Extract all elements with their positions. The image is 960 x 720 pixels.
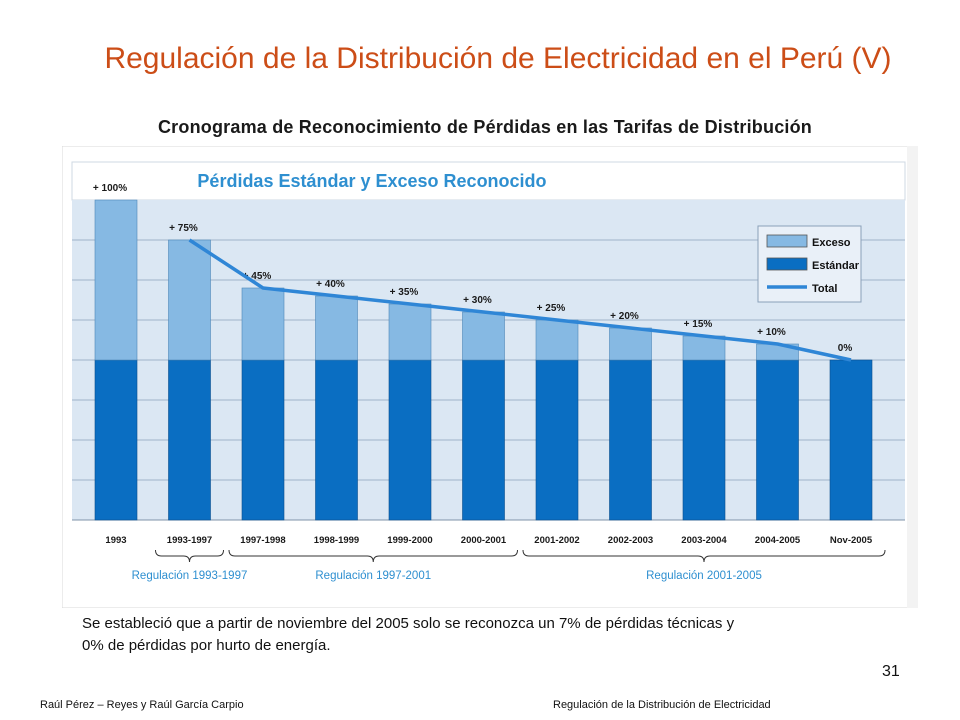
legend-label-total: Total <box>812 283 837 295</box>
bar-estandar <box>241 359 285 521</box>
x-axis-labels: 1993 1993-1997 1997-1998 1998-1999 1999-2000… <box>105 535 872 546</box>
data-label: + 35% <box>390 287 419 298</box>
regulation-bracket <box>522 549 886 563</box>
bar-exceso <box>682 335 726 361</box>
legend-label-exceso: Exceso <box>812 237 851 249</box>
x-tick-label: 2004-2005 <box>755 535 801 546</box>
data-label: 0% <box>838 343 853 354</box>
regulation-brackets: Regulación 1993-1997 Regulación 1997-2001… <box>132 549 886 582</box>
legend-label-estandar: Estándar <box>812 260 860 272</box>
x-tick-label: 2002-2003 <box>608 535 653 546</box>
legend-swatch-estandar <box>766 257 808 271</box>
bar-estandar <box>388 359 432 521</box>
x-tick-label: 1999-2000 <box>387 535 432 546</box>
loss-chart: Pérdidas Estándar y Exceso Reconocido + … <box>61 145 919 609</box>
bar-exceso <box>241 287 285 361</box>
x-tick-label: 2000-2001 <box>461 535 507 546</box>
data-label: + 25% <box>537 303 566 314</box>
chart-title: Pérdidas Estándar y Exceso Reconocido <box>197 171 546 191</box>
caption-line-2: 0% de pérdidas por hurto de energía. <box>82 637 331 654</box>
regulation-label: Regulación 1993-1997 <box>132 570 248 582</box>
caption: Se estableció que a partir de noviembre … <box>82 613 902 657</box>
chart-side-shade <box>907 146 918 608</box>
bar-estandar <box>94 359 138 521</box>
bar-exceso <box>609 327 652 361</box>
legend: Exceso Estándar Total <box>757 225 862 303</box>
bars <box>94 199 873 521</box>
bar-estandar <box>756 359 799 521</box>
regulation-label: Regulación 2001-2005 <box>646 570 762 582</box>
data-label: + 10% <box>757 327 786 338</box>
bar-exceso <box>168 239 211 361</box>
x-tick-label: 2001-2002 <box>534 535 579 546</box>
chart-panel: Pérdidas Estándar y Exceso Reconocido + … <box>61 145 919 609</box>
x-tick-label: 1998-1999 <box>314 535 359 546</box>
data-label: + 45% <box>243 271 272 282</box>
data-label: + 40% <box>316 279 345 290</box>
regulation-label: Regulación 1997-2001 <box>315 570 431 582</box>
bar-estandar <box>535 359 579 521</box>
page-number: 31 <box>882 663 900 680</box>
data-label: + 20% <box>610 311 639 322</box>
caption-line-1: Se estableció que a partir de noviembre … <box>82 615 735 632</box>
x-tick-label: 2003-2004 <box>681 535 727 546</box>
data-label: + 15% <box>684 319 713 330</box>
x-tick-label: Nov-2005 <box>830 535 873 546</box>
bar-estandar <box>315 359 358 521</box>
bar-exceso <box>535 319 579 361</box>
data-labels: + 100% + 75% + 45% + 40% + 35% + 30% + 25% + 20… <box>93 183 852 354</box>
x-tick-label: 1993 <box>105 535 126 546</box>
data-label: + 30% <box>463 295 492 306</box>
total-line <box>188 238 852 362</box>
data-label: + 100% <box>93 183 127 194</box>
bar-estandar <box>682 359 726 521</box>
bar-estandar <box>609 359 652 521</box>
footer-course: Regulación de la Distribución de Electri… <box>553 699 771 711</box>
regulation-bracket <box>155 549 224 563</box>
bar-estandar <box>829 359 873 521</box>
bar-exceso <box>462 311 505 361</box>
slide-title: Regulación de la Distribución de Electri… <box>104 42 892 75</box>
bar-exceso <box>315 295 358 361</box>
bar-estandar <box>462 359 505 521</box>
data-label: + 75% <box>169 223 198 234</box>
legend-swatch-exceso <box>766 234 808 248</box>
regulation-bracket <box>228 549 518 563</box>
bar-estandar <box>168 359 211 521</box>
bar-exceso <box>388 303 432 361</box>
slide-subtitle: Cronograma de Reconocimiento de Pérdidas… <box>157 117 813 137</box>
x-tick-label: 1993-1997 <box>167 535 212 546</box>
footer-authors: Raúl Pérez – Reyes y Raúl García Carpio <box>40 699 244 711</box>
bar-exceso <box>94 199 138 361</box>
chart-title-frame <box>71 161 906 201</box>
x-tick-label: 1997-1998 <box>240 535 285 546</box>
